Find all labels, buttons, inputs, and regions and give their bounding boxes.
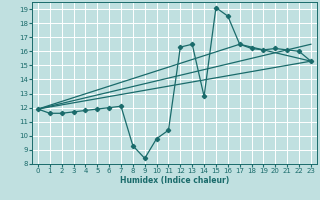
X-axis label: Humidex (Indice chaleur): Humidex (Indice chaleur): [120, 176, 229, 185]
